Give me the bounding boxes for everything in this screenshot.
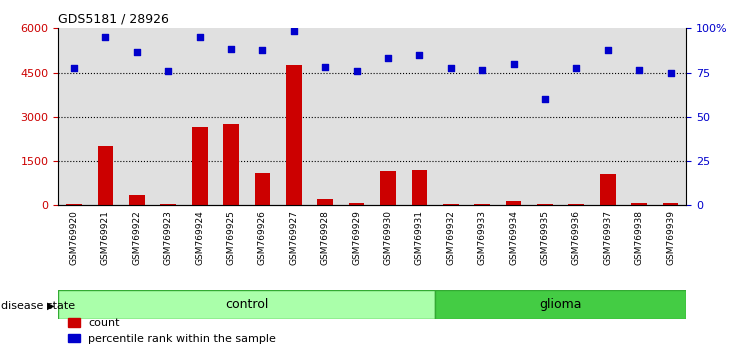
Bar <box>498 28 529 205</box>
Point <box>225 46 237 52</box>
Point <box>571 65 583 71</box>
Bar <box>537 204 553 205</box>
Text: ▶: ▶ <box>47 301 55 311</box>
Bar <box>129 195 145 205</box>
Point <box>664 70 676 75</box>
Bar <box>153 28 184 205</box>
Bar <box>663 203 678 205</box>
Point <box>445 65 457 71</box>
Point <box>351 68 363 74</box>
Bar <box>247 28 278 205</box>
Bar <box>90 28 121 205</box>
Bar <box>286 65 301 205</box>
Bar <box>404 28 435 205</box>
Bar <box>506 201 521 205</box>
Bar <box>561 28 592 205</box>
Point <box>257 48 269 53</box>
Legend: count, percentile rank within the sample: count, percentile rank within the sample <box>64 314 281 348</box>
Point <box>162 68 174 74</box>
Point <box>288 28 300 34</box>
Point <box>634 67 645 73</box>
Text: glioma: glioma <box>539 298 582 311</box>
Bar <box>255 173 270 205</box>
Point <box>131 49 143 55</box>
Point <box>383 55 394 61</box>
Point <box>508 61 520 67</box>
Bar <box>184 28 215 205</box>
Bar <box>278 28 310 205</box>
Bar <box>380 171 396 205</box>
Point <box>69 65 80 71</box>
Bar <box>372 28 404 205</box>
Bar <box>66 204 82 205</box>
Bar <box>623 28 655 205</box>
Point <box>476 67 488 73</box>
Bar <box>215 28 247 205</box>
Point <box>320 64 331 69</box>
Point <box>413 52 425 58</box>
Bar <box>529 28 561 205</box>
Bar <box>592 28 623 205</box>
Text: GDS5181 / 28926: GDS5181 / 28926 <box>58 12 169 25</box>
Bar <box>58 28 90 205</box>
Bar <box>466 28 498 205</box>
Text: disease state: disease state <box>1 301 76 311</box>
Bar <box>223 124 239 205</box>
Bar <box>349 203 364 205</box>
Bar <box>98 146 113 205</box>
Point <box>602 48 613 53</box>
Bar <box>318 199 333 205</box>
Bar <box>341 28 372 205</box>
Bar <box>310 28 341 205</box>
Bar <box>600 175 615 205</box>
Bar <box>435 28 466 205</box>
Bar <box>192 127 207 205</box>
Bar <box>655 28 686 205</box>
Text: control: control <box>225 298 269 311</box>
Bar <box>121 28 153 205</box>
Bar <box>435 290 686 319</box>
Bar <box>412 170 427 205</box>
Point <box>194 34 206 40</box>
Bar <box>443 204 458 205</box>
Bar <box>631 203 647 205</box>
Point <box>539 96 551 102</box>
Bar <box>58 290 435 319</box>
Point <box>99 34 111 40</box>
